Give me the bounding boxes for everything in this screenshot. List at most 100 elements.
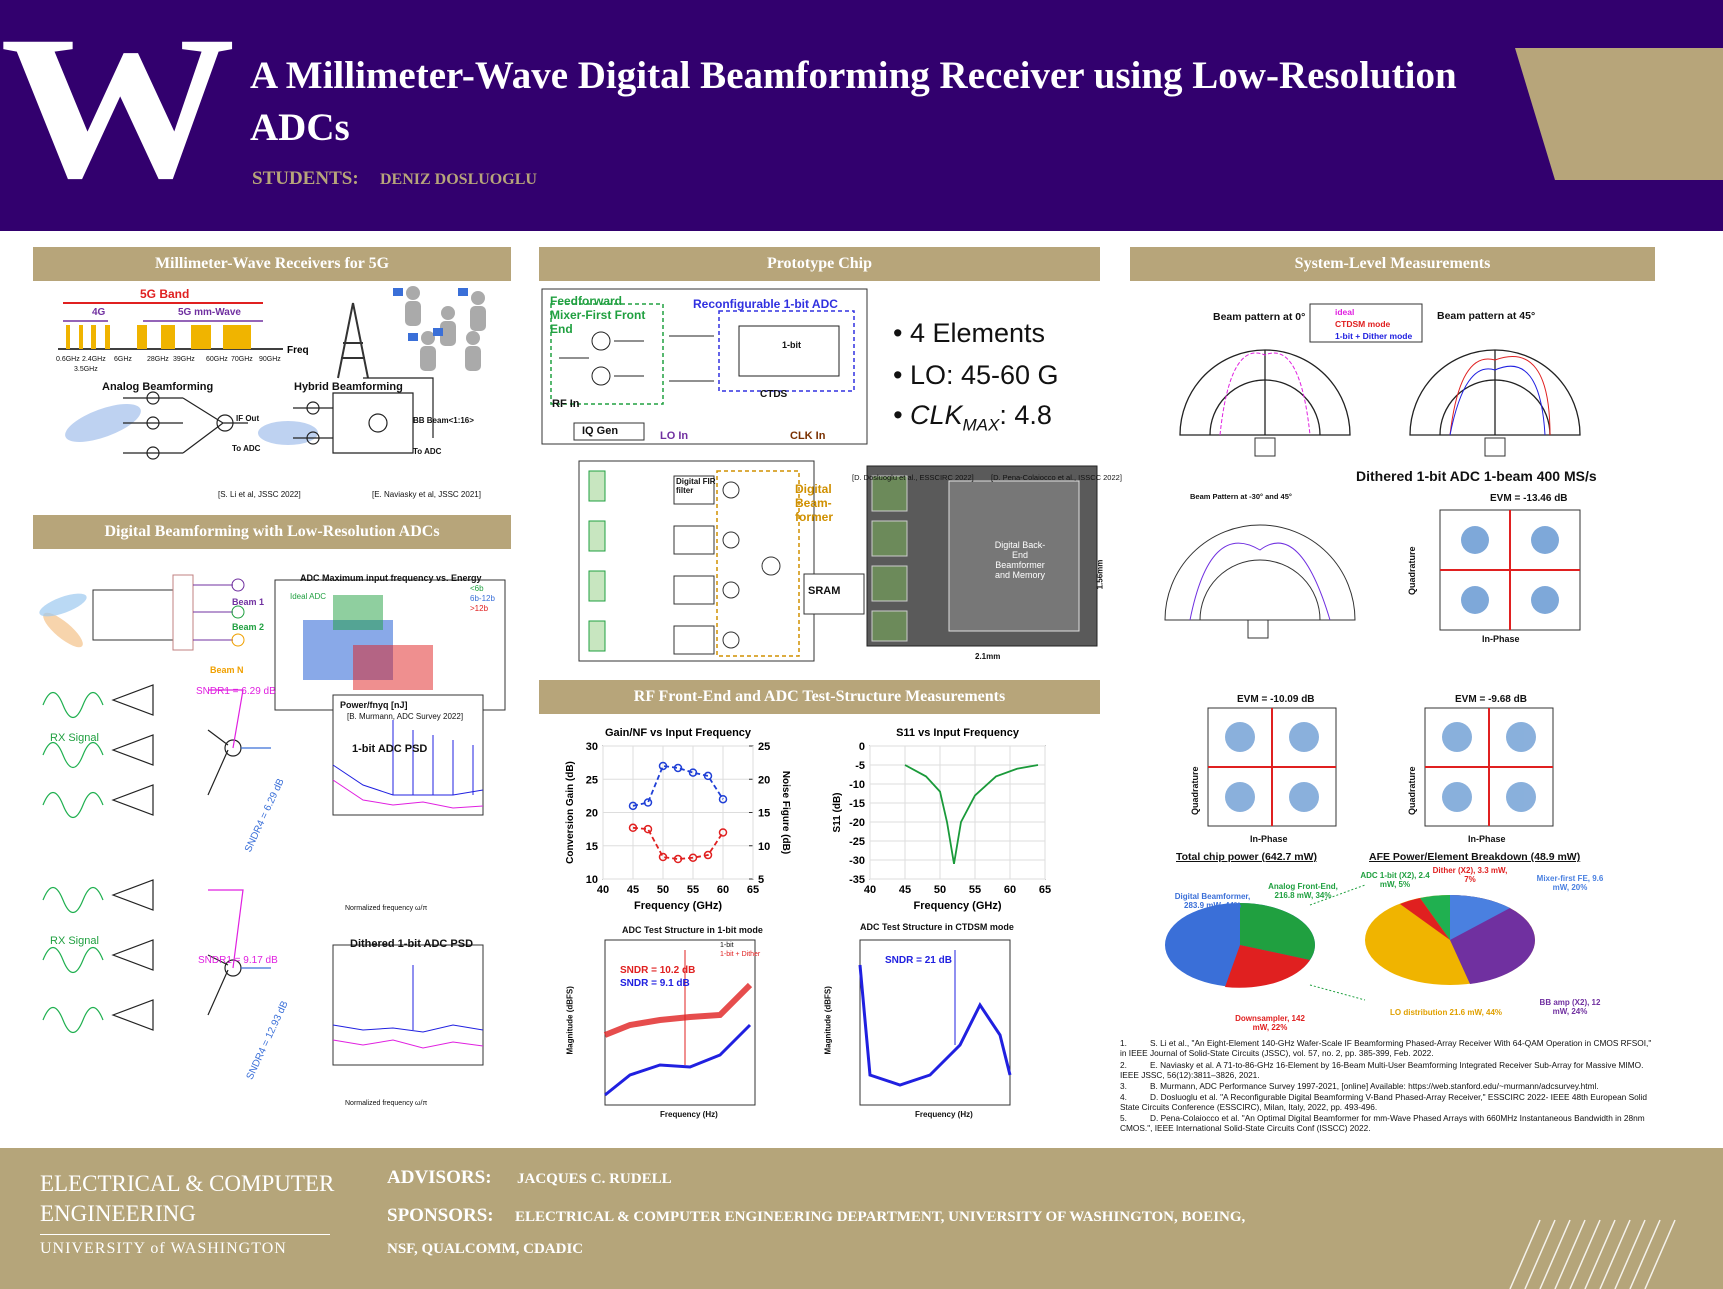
label: 2.1mm — [975, 652, 1001, 661]
bullet: • 4 Elements — [893, 318, 1046, 348]
label: SNDR1 = 9.17 dB — [198, 955, 278, 966]
label: EVM = -10.09 dB — [1237, 694, 1315, 705]
point — [628, 823, 638, 833]
label: LO In — [660, 430, 689, 442]
point — [673, 763, 683, 773]
reference-number: 5. — [1120, 1113, 1127, 1123]
label: 5G Band — [140, 287, 190, 301]
label: IF Out — [236, 414, 260, 423]
series-line — [632, 826, 724, 860]
adc-test-plots — [603, 939, 1012, 1106]
label: CTDS — [760, 389, 788, 400]
reference: 2. E. Naviasky et al. A 71-to-86-GHz 16-E… — [1120, 1060, 1660, 1080]
label: >12b — [470, 604, 489, 613]
label: Digital Beam-former — [795, 482, 834, 524]
label: BB Beam<1:16> — [413, 416, 474, 425]
sponsors-label: SPONSORS: — [387, 1205, 494, 1226]
x-tick-label: 60 — [1004, 884, 1016, 896]
label: ADC Maximum input frequency vs. Energy — [300, 573, 482, 583]
point — [673, 854, 683, 864]
label: SNDR = 10.2 dB — [620, 965, 696, 976]
label: LO distribution 21.6 mW, 44% — [1390, 1008, 1503, 1017]
label: CLK In — [790, 430, 826, 442]
label: Beam pattern at 45° — [1437, 310, 1536, 322]
freq-label: 0.6GHz — [56, 356, 80, 363]
students: DENIZ DOSLUOGLU — [380, 171, 537, 188]
label: Frequency (Hz) — [660, 1110, 718, 1119]
label: SNDR1 = 6.29 dB — [196, 686, 276, 697]
gain-nf-chart: Gain/NF vs Input Frequency 10 15 20 25 30 5 10 1… — [565, 727, 791, 912]
point — [718, 794, 728, 804]
footer-stripes — [1509, 1219, 1676, 1289]
label: Analog Beamforming — [102, 381, 214, 393]
label: ADC Test Structure in 1-bit mode — [622, 925, 763, 935]
label: Beam N — [210, 665, 244, 675]
reference: 4. D. Dosluoglu et al. "A Reconfigurable … — [1120, 1092, 1660, 1112]
y2-tick-label: 5 — [758, 874, 764, 886]
label: To ADC — [413, 447, 442, 456]
bullet-sub: MAX — [962, 415, 1000, 435]
freq-label: 6GHz — [114, 356, 132, 363]
label: Ideal ADC — [290, 592, 327, 601]
y-tick-label: -15 — [849, 798, 865, 810]
point — [658, 761, 668, 771]
label: RX Signal — [50, 935, 99, 947]
label: Reconfigurable 1-bit ADC — [693, 297, 838, 311]
label: AFE Power/Element Breakdown (48.9 mW) — [1369, 851, 1581, 863]
label: Quadrature — [1407, 546, 1417, 595]
advisors: JACQUES C. RUDELL — [517, 1171, 672, 1187]
reference-number: 4. — [1120, 1092, 1127, 1102]
dept: ENGINEERING — [40, 1201, 196, 1226]
label: Freq — [287, 345, 309, 356]
label: Magnitude (dBFS) — [565, 986, 575, 1055]
label: [D. Dosluoglu et al., ESSCIRC 2022] — [852, 473, 974, 482]
x-tick-label: 40 — [597, 884, 609, 896]
label: RX Signal — [50, 732, 99, 744]
label: Dithered 1-bit ADC PSD — [350, 938, 474, 950]
x-tick-label: 45 — [899, 884, 911, 896]
label: Frequency (Hz) — [915, 1110, 973, 1119]
y-tick-label: -25 — [849, 836, 865, 848]
dept: ELECTRICAL & COMPUTER — [40, 1171, 335, 1196]
y2-tick-label: 20 — [758, 774, 770, 786]
label: Magnitude (dBFS) — [823, 986, 833, 1055]
y2-tick-label: 25 — [758, 741, 770, 753]
y-tick-label: 30 — [586, 741, 598, 753]
label: [S. Li et al, JSSC 2022] — [218, 490, 301, 499]
reference-number: 2. — [1120, 1060, 1127, 1070]
y2-axis-label: Noise Figure (dB) — [780, 771, 791, 854]
point — [628, 801, 638, 811]
bullet-text: LO: 45-60 G — [909, 360, 1059, 390]
label: RF In — [552, 398, 580, 410]
freq-label: 70GHz — [231, 356, 253, 363]
label: Normalized frequency ω/π — [345, 905, 428, 912]
label: Beam pattern at 0° — [1213, 311, 1306, 323]
bullet-text: 4 Elements — [909, 318, 1046, 348]
label: 6b-12b — [470, 594, 495, 603]
y-tick-label: -10 — [849, 779, 865, 791]
y2-tick-label: 15 — [758, 808, 770, 820]
label: Hybrid Beamforming — [294, 381, 403, 393]
y-axis-label: S11 (dB) — [832, 792, 843, 832]
label: Analog Front-End, 216.8 mW, 34% — [1268, 882, 1338, 900]
label: SRAM — [808, 585, 841, 597]
label: Downsampler, 142 mW, 22% — [1235, 1014, 1305, 1032]
label: [B. Murmann, ADC Survey 2022] — [347, 712, 464, 721]
freq-label: 3.5GHz — [74, 366, 98, 373]
y-tick-label: 25 — [586, 774, 598, 786]
series-line — [904, 764, 1039, 864]
advisors-label: ADVISORS: — [387, 1167, 492, 1188]
header-decoration — [1515, 48, 1723, 180]
students-label: STUDENTS: — [252, 168, 359, 189]
footer-rule — [40, 1234, 330, 1235]
reference-number: 1. — [1120, 1038, 1127, 1048]
reference-text: E. Naviasky et al. A 71-to-86-GHz 16-Ele… — [1120, 1060, 1644, 1080]
section-header: System-Level Measurements — [1130, 247, 1655, 281]
label: Dithered 1-bit ADC 1-beam 400 MS/s — [1356, 468, 1597, 484]
label: Mixer-first FE, 9.6 mW, 20% — [1536, 874, 1604, 892]
freq-label: 2.4GHz — [82, 356, 106, 363]
label: ADC Test Structure in CTDSM mode — [860, 922, 1014, 932]
freq-label: 60GHz — [206, 356, 228, 363]
reference: 5. D. Pena-Colaiocco et al. "An Optimal D… — [1120, 1113, 1660, 1133]
chart-title: S11 vs Input Frequency — [896, 727, 1020, 739]
